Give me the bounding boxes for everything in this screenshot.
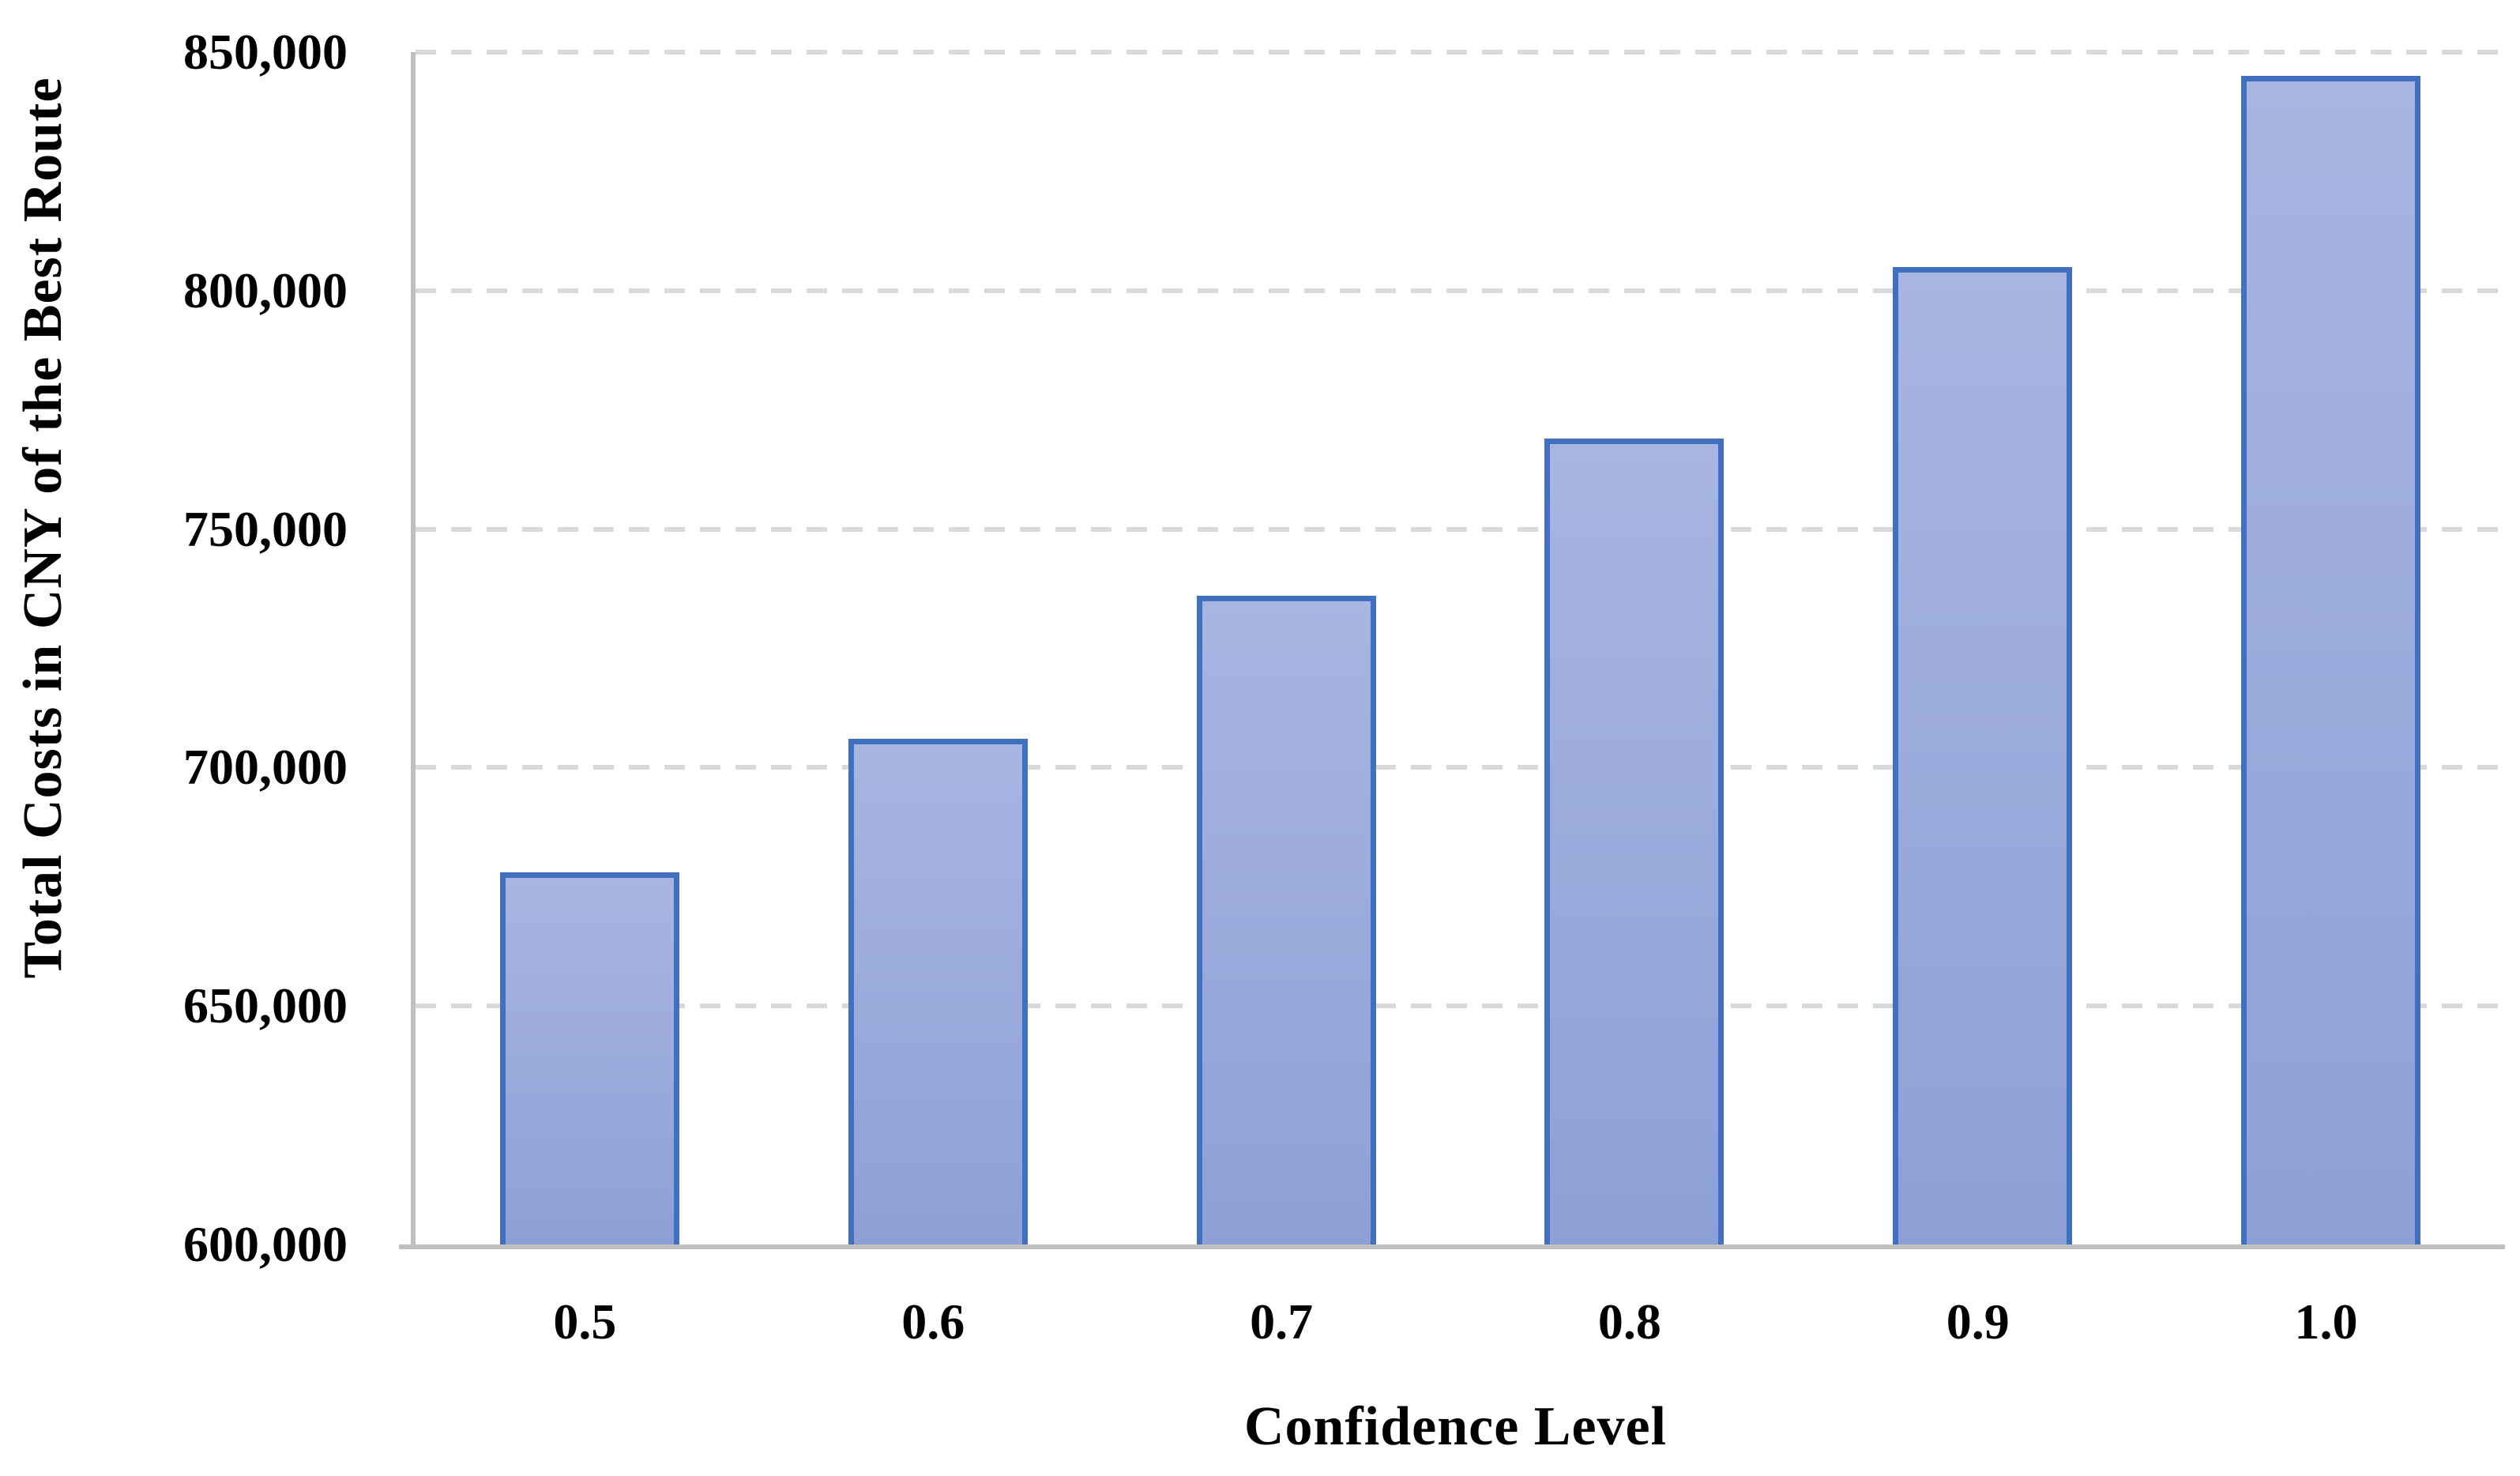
x-axis-title: Confidence Level xyxy=(1243,1396,1668,1457)
bar-slot xyxy=(1808,52,2157,1244)
gridline xyxy=(416,288,2505,293)
gridline xyxy=(416,765,2505,770)
bar xyxy=(1893,266,2073,1244)
y-tick-label: 750,000 xyxy=(183,500,348,557)
gridline xyxy=(416,1003,2505,1009)
plot-area xyxy=(399,50,2505,1249)
y-tick-label: 600,000 xyxy=(183,1216,348,1272)
bar-slot xyxy=(1460,52,1808,1244)
bar-slot xyxy=(416,52,764,1244)
x-tick-label: 1.0 xyxy=(2294,1293,2358,1350)
y-axis-tick-labels: 850,000 800,000 750,000 700,000 650,000 600,0… xyxy=(0,27,348,1270)
bar xyxy=(848,739,1028,1244)
y-tick-label: 700,000 xyxy=(183,739,348,796)
x-tick-label: 0.8 xyxy=(1597,1293,1661,1350)
x-tick-label: 0.9 xyxy=(1946,1293,2010,1350)
bars-container xyxy=(416,52,2505,1244)
x-axis-tick-labels: 0.5 0.6 0.7 0.8 0.9 1.0 xyxy=(411,1297,2500,1347)
bar xyxy=(1544,438,1725,1244)
gridline xyxy=(416,50,2505,55)
x-tick-label: 0.7 xyxy=(1250,1293,1314,1350)
y-tick-label: 800,000 xyxy=(183,262,348,318)
x-tick-label: 0.6 xyxy=(901,1293,965,1350)
y-tick-label: 850,000 xyxy=(183,24,348,80)
gridline xyxy=(416,526,2505,532)
bar xyxy=(499,872,679,1244)
bar-slot xyxy=(2157,52,2505,1244)
bar xyxy=(2241,76,2421,1244)
y-tick-label: 650,000 xyxy=(183,977,348,1034)
bar-slot xyxy=(764,52,1112,1244)
x-tick-label: 0.5 xyxy=(553,1293,617,1350)
bar-slot xyxy=(1112,52,1461,1244)
bar xyxy=(1196,596,1376,1244)
